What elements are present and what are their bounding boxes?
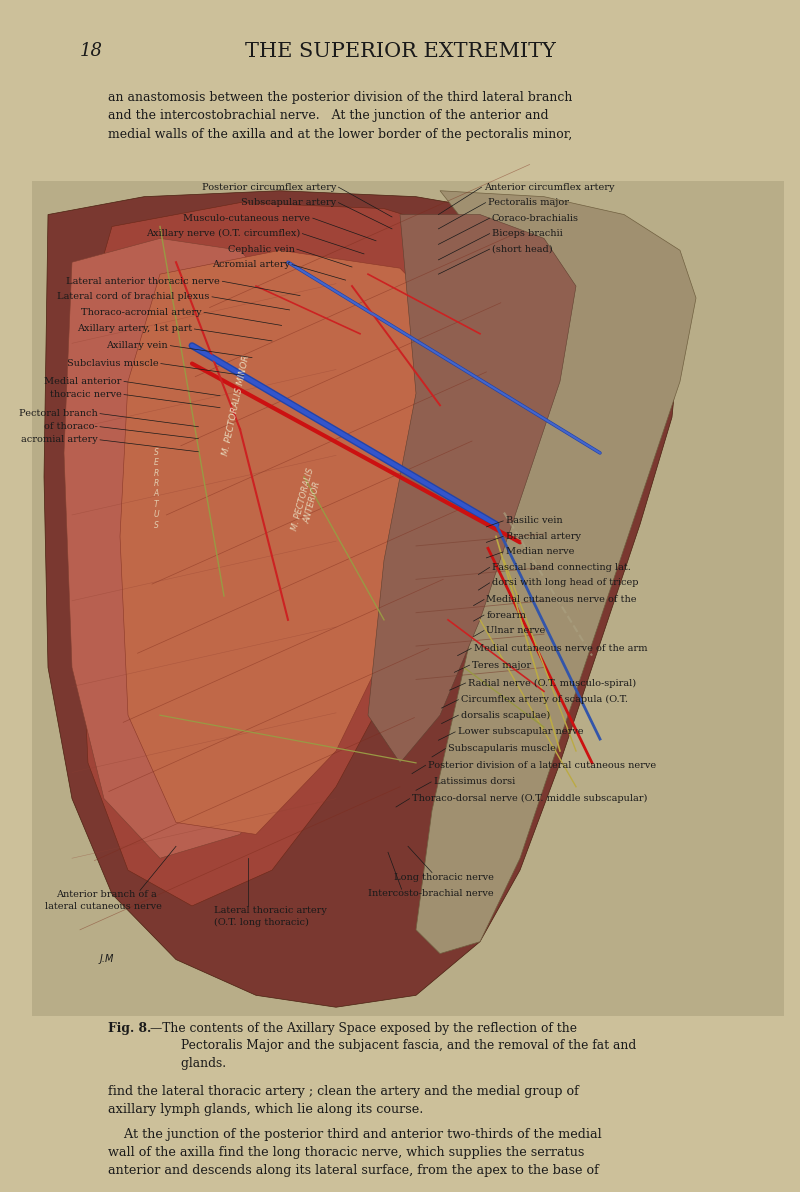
Polygon shape (368, 215, 576, 763)
Text: Long thoracic nerve: Long thoracic nerve (394, 873, 494, 882)
Polygon shape (44, 191, 680, 1007)
Bar (32, 181, 784, 1016)
Text: Posterior circumflex artery: Posterior circumflex artery (202, 182, 336, 192)
Text: Intercosto-brachial nerve: Intercosto-brachial nerve (368, 889, 494, 899)
Text: Musculo-cutaneous nerve: Musculo-cutaneous nerve (183, 213, 310, 223)
Text: an anastomosis between the posterior division of the third lateral branch
and th: an anastomosis between the posterior div… (108, 91, 572, 141)
Text: Lateral cord of brachial plexus: Lateral cord of brachial plexus (58, 292, 210, 302)
Text: of thoraco-: of thoraco- (44, 422, 98, 432)
Polygon shape (416, 191, 696, 954)
Text: 18: 18 (80, 42, 103, 60)
Text: thoracic nerve: thoracic nerve (50, 390, 122, 399)
Text: dorsalis scapulae): dorsalis scapulae) (461, 710, 550, 720)
Text: Pectoral branch: Pectoral branch (19, 409, 98, 418)
Text: Radial nerve (O.T. musculo-spiral): Radial nerve (O.T. musculo-spiral) (468, 678, 636, 688)
Text: Subclavius muscle: Subclavius muscle (66, 359, 158, 368)
Text: Pectoralis major: Pectoralis major (488, 198, 569, 207)
Text: Medial cutaneous nerve of the: Medial cutaneous nerve of the (486, 595, 637, 604)
Text: find the lateral thoracic artery ; clean the artery and the medial group of
axil: find the lateral thoracic artery ; clean… (108, 1085, 579, 1116)
Text: Lateral thoracic artery: Lateral thoracic artery (214, 906, 327, 915)
Text: Posterior division of a lateral cutaneous nerve: Posterior division of a lateral cutaneou… (428, 760, 656, 770)
Text: Fascial band connecting lat.: Fascial band connecting lat. (492, 563, 631, 572)
Text: Medial cutaneous nerve of the arm: Medial cutaneous nerve of the arm (474, 644, 647, 653)
Text: (O.T. long thoracic): (O.T. long thoracic) (214, 918, 310, 927)
Text: Thoraco-acromial artery: Thoraco-acromial artery (81, 308, 202, 317)
Text: J.M: J.M (100, 954, 114, 963)
Text: Anterior circumflex artery: Anterior circumflex artery (484, 182, 614, 192)
Text: —The contents of the Axillary Space exposed by the reflection of the
        Pec: —The contents of the Axillary Space expo… (150, 1022, 636, 1069)
Text: Circumflex artery of scapula (O.T.: Circumflex artery of scapula (O.T. (461, 695, 628, 704)
Text: Median nerve: Median nerve (506, 547, 574, 557)
Text: forearm: forearm (486, 610, 526, 620)
Text: Fig. 8.: Fig. 8. (108, 1022, 151, 1035)
Text: Subscapularis muscle: Subscapularis muscle (448, 744, 556, 753)
Polygon shape (120, 250, 464, 834)
Text: At the junction of the posterior third and anterior two-thirds of the medial
wal: At the junction of the posterior third a… (108, 1128, 602, 1177)
Text: Medial anterior: Medial anterior (44, 377, 122, 386)
Text: Acromial artery: Acromial artery (211, 260, 290, 269)
Text: Lower subscapular nerve: Lower subscapular nerve (458, 727, 583, 737)
Text: Brachial artery: Brachial artery (506, 532, 581, 541)
Text: Biceps brachii: Biceps brachii (492, 229, 562, 238)
Text: M. PECTORALIS MINOR: M. PECTORALIS MINOR (221, 354, 251, 457)
Text: lateral cutaneous nerve: lateral cutaneous nerve (45, 902, 162, 912)
Text: Axillary artery, 1st part: Axillary artery, 1st part (77, 324, 192, 334)
Text: Basilic vein: Basilic vein (506, 516, 562, 526)
Text: Coraco-brachialis: Coraco-brachialis (492, 213, 579, 223)
Polygon shape (80, 203, 520, 906)
Text: M. PECTORALIS
ANTERIOR: M. PECTORALIS ANTERIOR (290, 467, 326, 534)
Text: Lateral anterior thoracic nerve: Lateral anterior thoracic nerve (66, 277, 220, 286)
Text: Thoraco-dorsal nerve (O.T. middle subscapular): Thoraco-dorsal nerve (O.T. middle subsca… (412, 794, 647, 803)
Text: Teres major: Teres major (472, 660, 531, 670)
Text: Cephalic vein: Cephalic vein (227, 244, 294, 254)
Text: Subscapular artery: Subscapular artery (241, 198, 336, 207)
Text: acromial artery: acromial artery (21, 435, 98, 445)
Text: dorsi with long head of tricep: dorsi with long head of tricep (492, 578, 638, 588)
Text: Ulnar nerve: Ulnar nerve (486, 626, 546, 635)
Text: Axillary vein: Axillary vein (106, 341, 168, 350)
Text: THE SUPERIOR EXTREMITY: THE SUPERIOR EXTREMITY (245, 42, 555, 61)
Text: Anterior branch of a: Anterior branch of a (56, 890, 157, 900)
Text: S
E
R
R
A
T
U
S: S E R R A T U S (153, 448, 159, 529)
Text: Latissimus dorsi: Latissimus dorsi (434, 777, 515, 787)
Text: (short head): (short head) (492, 244, 553, 254)
Text: Axillary nerve (O.T. circumflex): Axillary nerve (O.T. circumflex) (146, 229, 300, 238)
Polygon shape (64, 238, 336, 858)
